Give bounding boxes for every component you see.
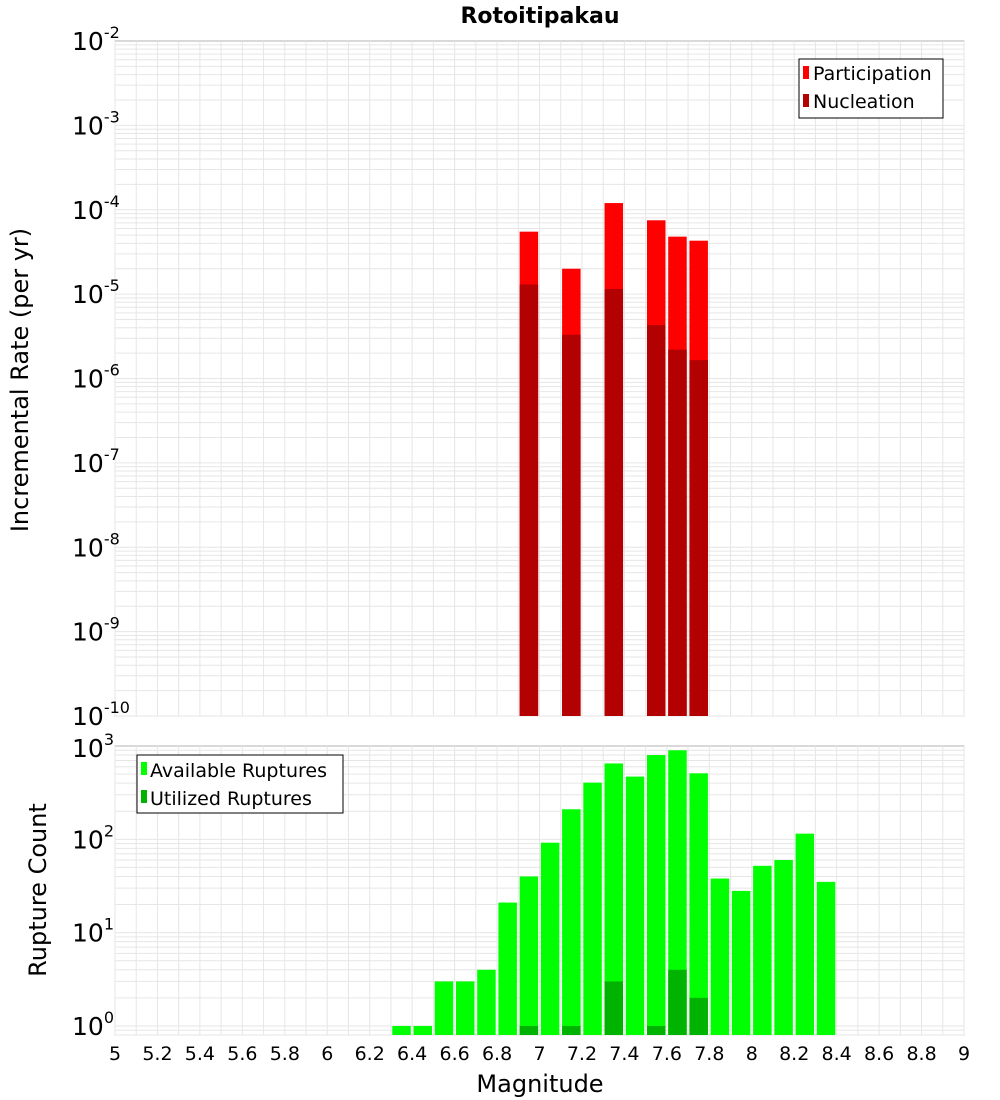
available-ruptures-bar — [753, 865, 772, 1035]
x-tick-label: 7 — [533, 1043, 545, 1065]
bottom-y-tick-label: 103 — [72, 730, 114, 763]
nucleation-bar — [668, 349, 687, 716]
top-grid — [114, 41, 965, 717]
top-y-tick-label: 10-2 — [72, 23, 120, 56]
utilized-ruptures-bar — [604, 981, 624, 1035]
bottom-y-tick-labels: 100 101 102 103 — [72, 730, 114, 1041]
available-ruptures-bar — [498, 902, 517, 1035]
available-ruptures-bar — [413, 1025, 433, 1035]
nucleation-bar — [646, 325, 666, 716]
top-y-tick-label: 10-8 — [72, 529, 120, 562]
legend-available-label: Available Ruptures — [150, 760, 327, 782]
available-ruptures-bar — [477, 969, 496, 1035]
x-tick-label: 8.6 — [864, 1043, 894, 1065]
x-axis-label: Magnitude — [476, 1070, 603, 1098]
available-ruptures-bar — [774, 860, 793, 1035]
top-y-tick-label: 10-10 — [72, 698, 130, 731]
x-tick-label: 8 — [746, 1043, 758, 1065]
available-ruptures-bar — [816, 881, 836, 1035]
x-tick-label: 6.6 — [439, 1043, 469, 1065]
x-tick-label: 7.6 — [652, 1043, 682, 1065]
x-tick-label: 5.6 — [227, 1043, 257, 1065]
available-ruptures-bar — [710, 878, 730, 1035]
available-ruptures-bar — [434, 981, 454, 1035]
x-tick-label: 7.8 — [694, 1043, 724, 1065]
x-tick-label: 7.4 — [609, 1043, 639, 1065]
x-tick-label: 6.2 — [355, 1043, 385, 1065]
available-ruptures-bar — [540, 842, 560, 1035]
top-y-tick-label: 10-5 — [72, 276, 120, 309]
available-ruptures-bar — [689, 773, 708, 1035]
available-ruptures-bar — [455, 981, 475, 1035]
nucleation-bar — [689, 360, 708, 716]
x-tick-label: 5.4 — [185, 1043, 215, 1065]
utilized-ruptures-bar — [689, 997, 708, 1035]
bottom-legend-box — [136, 754, 344, 814]
top-legend-box — [798, 58, 944, 119]
top-y-tick-label: 10-6 — [72, 361, 120, 394]
x-tick-label: 6.4 — [397, 1043, 427, 1065]
top-y-tick-label: 10-7 — [72, 445, 120, 478]
rupture-count-panel: 100 101 102 103 Rupture Count Available Rup… — [24, 730, 965, 1041]
x-tick-label: 9 — [958, 1043, 970, 1065]
participation-nucleation-panel: 10-10 10-9 10-8 10-7 10-6 10-5 10-4 10-3 10-2 In… — [6, 23, 965, 731]
x-tick-label: 5 — [109, 1043, 121, 1065]
available-ruptures-bar — [562, 809, 581, 1035]
utilized-ruptures-bar — [668, 969, 687, 1035]
legend-participation-label: Participation — [813, 63, 932, 85]
available-ruptures-bar — [668, 750, 687, 1035]
bottom-y-tick-label: 101 — [72, 915, 114, 948]
top-y-tick-label: 10-4 — [72, 192, 120, 225]
top-legend: Participation Nucleation — [798, 58, 944, 119]
nucleation-bar — [519, 284, 539, 716]
available-ruptures-bar — [731, 890, 751, 1035]
legend-utilized-swatch — [141, 790, 147, 803]
available-ruptures-bar — [646, 755, 666, 1035]
top-y-tick-labels: 10-10 10-9 10-8 10-7 10-6 10-5 10-4 10-3 10-2 — [72, 23, 130, 731]
bottom-y-axis-label: Rupture Count — [24, 803, 52, 977]
bottom-y-tick-label: 100 — [72, 1008, 114, 1041]
bottom-bars — [392, 750, 836, 1035]
legend-nucleation-swatch — [803, 94, 809, 107]
available-ruptures-bar — [583, 782, 602, 1035]
bottom-y-tick-label: 102 — [72, 821, 114, 854]
available-ruptures-bar — [795, 833, 815, 1035]
x-tick-label: 8.4 — [822, 1043, 852, 1065]
utilized-ruptures-bar — [646, 1025, 666, 1035]
utilized-ruptures-bar — [562, 1025, 581, 1035]
x-tick-label: 5.2 — [142, 1043, 172, 1065]
nucleation-bar — [562, 334, 581, 716]
legend-utilized-label: Utilized Ruptures — [150, 788, 312, 810]
x-tick-label: 8.2 — [779, 1043, 809, 1065]
available-ruptures-bar — [604, 763, 624, 1035]
x-tick-label: 6 — [321, 1043, 333, 1065]
chart-title: Rotoitipakau — [460, 4, 619, 29]
available-ruptures-bar — [625, 776, 645, 1035]
available-ruptures-bar — [519, 876, 539, 1035]
x-tick-labels: 5 5.2 5.4 5.6 5.8 6 6.2 6.4 6.6 6.8 7 7.2 7.4 7.6 7.8 8… — [109, 1043, 970, 1065]
top-y-axis-label: Incremental Rate (per yr) — [6, 228, 34, 532]
utilized-ruptures-bar — [519, 1025, 539, 1035]
nucleation-bar — [604, 289, 624, 716]
x-tick-label: 8.8 — [906, 1043, 936, 1065]
top-y-tick-label: 10-3 — [72, 107, 120, 140]
top-bars — [519, 203, 708, 717]
legend-nucleation-label: Nucleation — [813, 91, 915, 113]
x-tick-label: 7.2 — [567, 1043, 597, 1065]
available-ruptures-bar — [392, 1025, 411, 1035]
x-tick-label: 5.8 — [270, 1043, 300, 1065]
x-tick-label: 6.8 — [482, 1043, 512, 1065]
top-y-tick-label: 10-9 — [72, 614, 120, 647]
legend-participation-swatch — [803, 66, 809, 79]
bottom-legend: Available Ruptures Utilized Ruptures — [136, 754, 344, 814]
legend-available-swatch — [141, 762, 147, 775]
